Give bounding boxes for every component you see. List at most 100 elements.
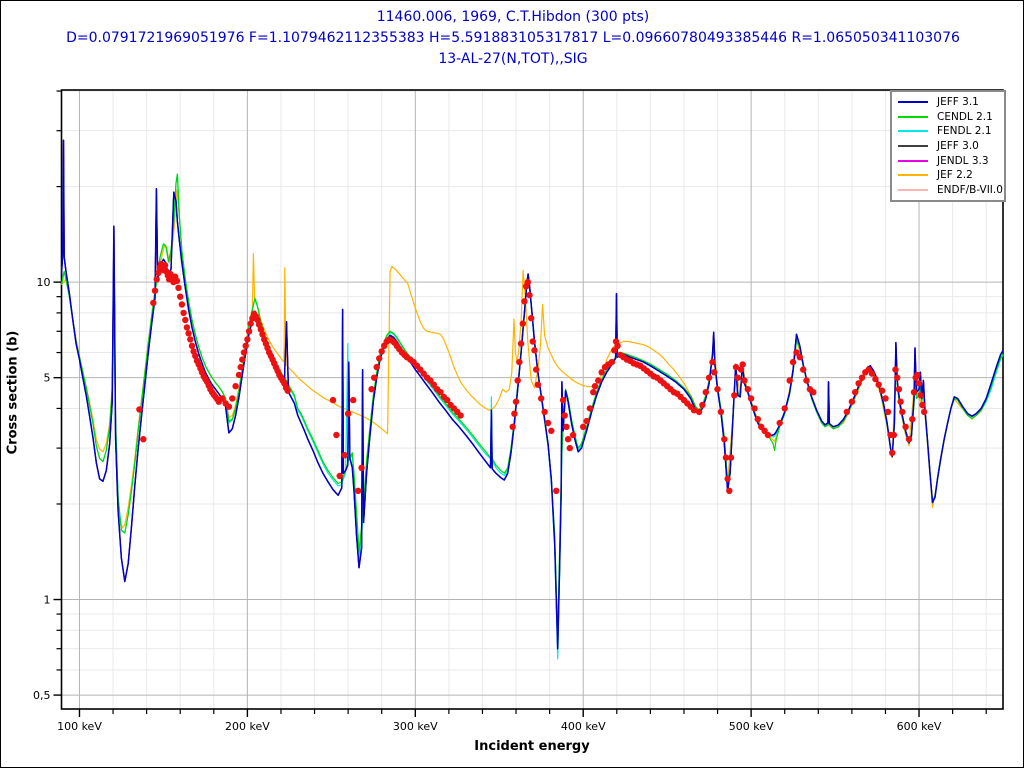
experimental-data-point [721,436,728,443]
experimental-data-point [872,375,879,383]
experimental-data-point [180,309,187,317]
experimental-data-point [875,381,882,388]
experimental-data-point [731,392,738,399]
experimental-data-point [247,320,254,327]
experimental-data-point [341,452,348,459]
experimental-data-point [177,293,184,300]
experimental-data-point [726,487,733,494]
experimental-data-point [509,423,516,430]
experimental-data-point [915,380,923,387]
experimental-data-point [848,398,856,405]
experimental-data-point [344,410,352,417]
experimental-data-point [368,386,375,393]
experimental-data-point [564,436,572,443]
experimental-data-point [899,408,906,416]
experimental-data-point [526,291,533,299]
experimental-data-point [378,348,385,355]
legend-item-label: JEFF 3.0 [937,140,979,153]
legend-item-label: CENDL 2.1 [937,110,993,123]
legend-item-label: JEFF 3.1 [937,96,979,109]
experimental-data-point [909,416,916,423]
experimental-data-point [187,336,194,343]
experimental-data-point [586,405,594,412]
experimental-data-point [185,330,192,337]
experimental-data-point [855,380,862,387]
experimental-data-point [140,436,147,443]
experimental-data-point [781,405,788,412]
legend-item: JENDL 3.3 [898,153,1000,168]
experimental-data-point [548,427,555,434]
experimental-data-point [690,407,698,414]
series-curve-jeff-3-0 [60,139,1004,650]
legend-line-swatch [898,188,928,191]
experimental-data-point [569,431,577,439]
legend-item: FENDL 2.1 [898,124,1000,139]
experimental-data-point [553,487,560,494]
series-curve-fendl-2-1 [60,173,1004,660]
experimental-data-point [524,278,531,286]
experimental-data-point [528,315,535,322]
experimental-data-point [764,431,772,439]
experimental-data-point [598,369,605,376]
experimental-data-point [803,377,810,384]
experimental-data-point [724,475,731,483]
experimental-data-point [741,377,748,384]
experimental-data-point [754,416,761,423]
experimental-data-point [242,342,249,349]
experimental-data-point [153,276,160,283]
experimental-data-point [371,374,378,381]
title-line-3: 13-AL-27(N,TOT),,SIG [438,51,588,67]
experimental-data-point [161,262,169,269]
experimental-data-point [534,381,542,388]
experimental-data-point [702,389,709,396]
experimental-data-point [225,403,233,410]
experimental-data-point [173,277,181,284]
experimental-data-point [591,383,599,390]
legend-line-swatch [898,159,928,162]
y-tick-label: 5 [44,372,51,385]
experimental-data-point [232,383,239,390]
experimental-data-point [240,349,248,356]
experimental-data-point [714,386,721,393]
experimental-data-point [739,361,746,368]
y-tick-label: 0,5 [33,689,51,702]
experimental-data-point [919,401,926,409]
title-line-2: D=0.0791721969051976 F=1.107946211235538… [66,30,960,46]
experimental-data-point [237,363,244,371]
series-curve-cendl-2-1 [60,173,1004,639]
experimental-data-point [747,395,755,402]
title-line-1: 11460.006, 1969, C.T.Hibdon (300 pts) [376,9,650,25]
x-tick-label: 200 keV [225,720,270,733]
legend-line-swatch [898,115,928,118]
experimental-data-point [559,396,567,404]
legend-item: JEFF 3.0 [898,139,1000,154]
experimental-data-point [800,366,807,373]
legend-item-label: JEF 2.2 [937,169,973,182]
experimental-data-point [514,377,521,384]
series-curve-jendl-3-3 [60,139,1004,650]
experimental-data-point [776,419,783,427]
experimental-data-point [717,408,725,416]
experimental-data-point [150,299,157,307]
experimental-data-point [789,358,797,366]
experimental-data-point [858,374,866,381]
experimental-data-point [521,298,528,305]
experimental-data-point [786,377,793,384]
x-tick-label: 400 keV [561,720,606,733]
experimental-data-point [531,347,538,354]
experimental-data-point [533,366,540,373]
experimental-data-point [595,377,602,384]
experimental-data-point [151,287,159,294]
experimental-data-point [878,387,886,394]
y-axis-title: Cross section (b) [5,330,21,455]
experimental-data-point [614,342,621,349]
experimental-data-point [350,396,357,404]
x-tick-label: 600 keV [897,720,942,733]
legend-line-swatch [898,130,928,133]
experimental-data-point [843,408,850,416]
experimental-data-point [852,389,859,396]
series-curve-endf-b-vii-0 [60,139,1004,650]
experimental-data-point [245,328,253,335]
experimental-data-point [894,374,901,381]
